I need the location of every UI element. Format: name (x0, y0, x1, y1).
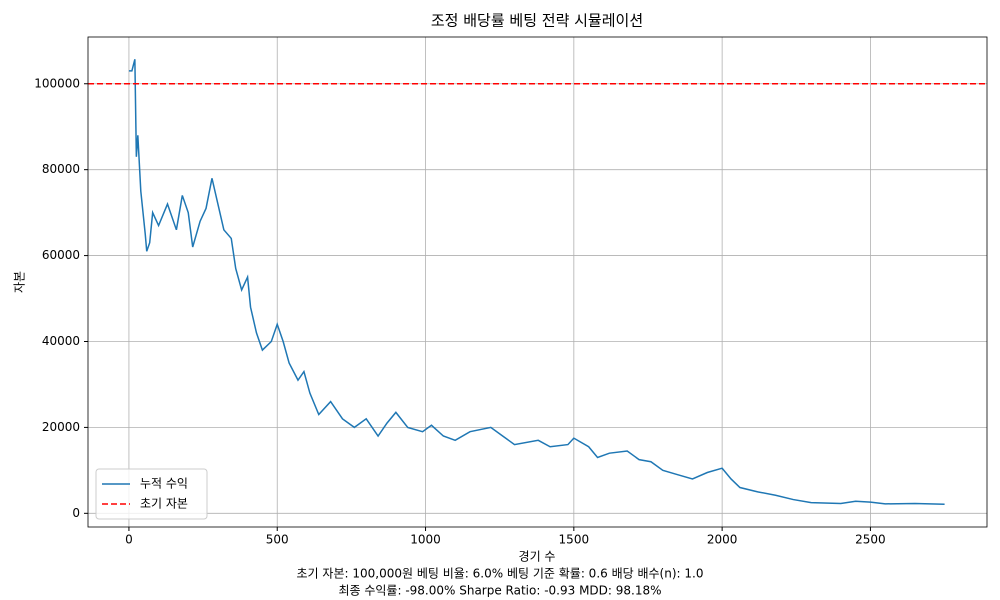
data-line (128, 59, 945, 506)
annotation: 초기 자본: 100,000원 베팅 비율: 6.0% 베팅 기준 확률: 0.… (297, 567, 704, 581)
y-tick-label: 20000 (42, 420, 80, 434)
y-tick-label: 80000 (42, 162, 80, 176)
x-tick-label: 2000 (707, 533, 738, 547)
y-tick-label: 60000 (42, 248, 80, 262)
plot-frame (87, 36, 988, 528)
legend-label: 누적 수익 (140, 477, 188, 491)
x-tick-label: 2500 (855, 533, 886, 547)
chart-title: 조정 배당률 베팅 전략 시뮬레이션 (431, 12, 643, 30)
x-tick-label: 1500 (559, 533, 590, 547)
legend-label: 초기 자본 (140, 497, 188, 511)
annotation: 최종 수익률: -98.00% Sharpe Ratio: -0.93 MDD:… (338, 584, 661, 598)
y-tick-label: 100000 (34, 76, 80, 90)
y-tick-label: 0 (72, 506, 80, 520)
x-tick-label: 1000 (410, 533, 441, 547)
y-axis-label: 자본 (13, 271, 27, 293)
x-tick-label: 0 (125, 533, 133, 547)
legend-box (95, 468, 208, 520)
x-tick-label: 500 (266, 533, 289, 547)
y-tick-label: 40000 (42, 334, 80, 348)
x-axis-label: 경기 수 (519, 550, 556, 564)
